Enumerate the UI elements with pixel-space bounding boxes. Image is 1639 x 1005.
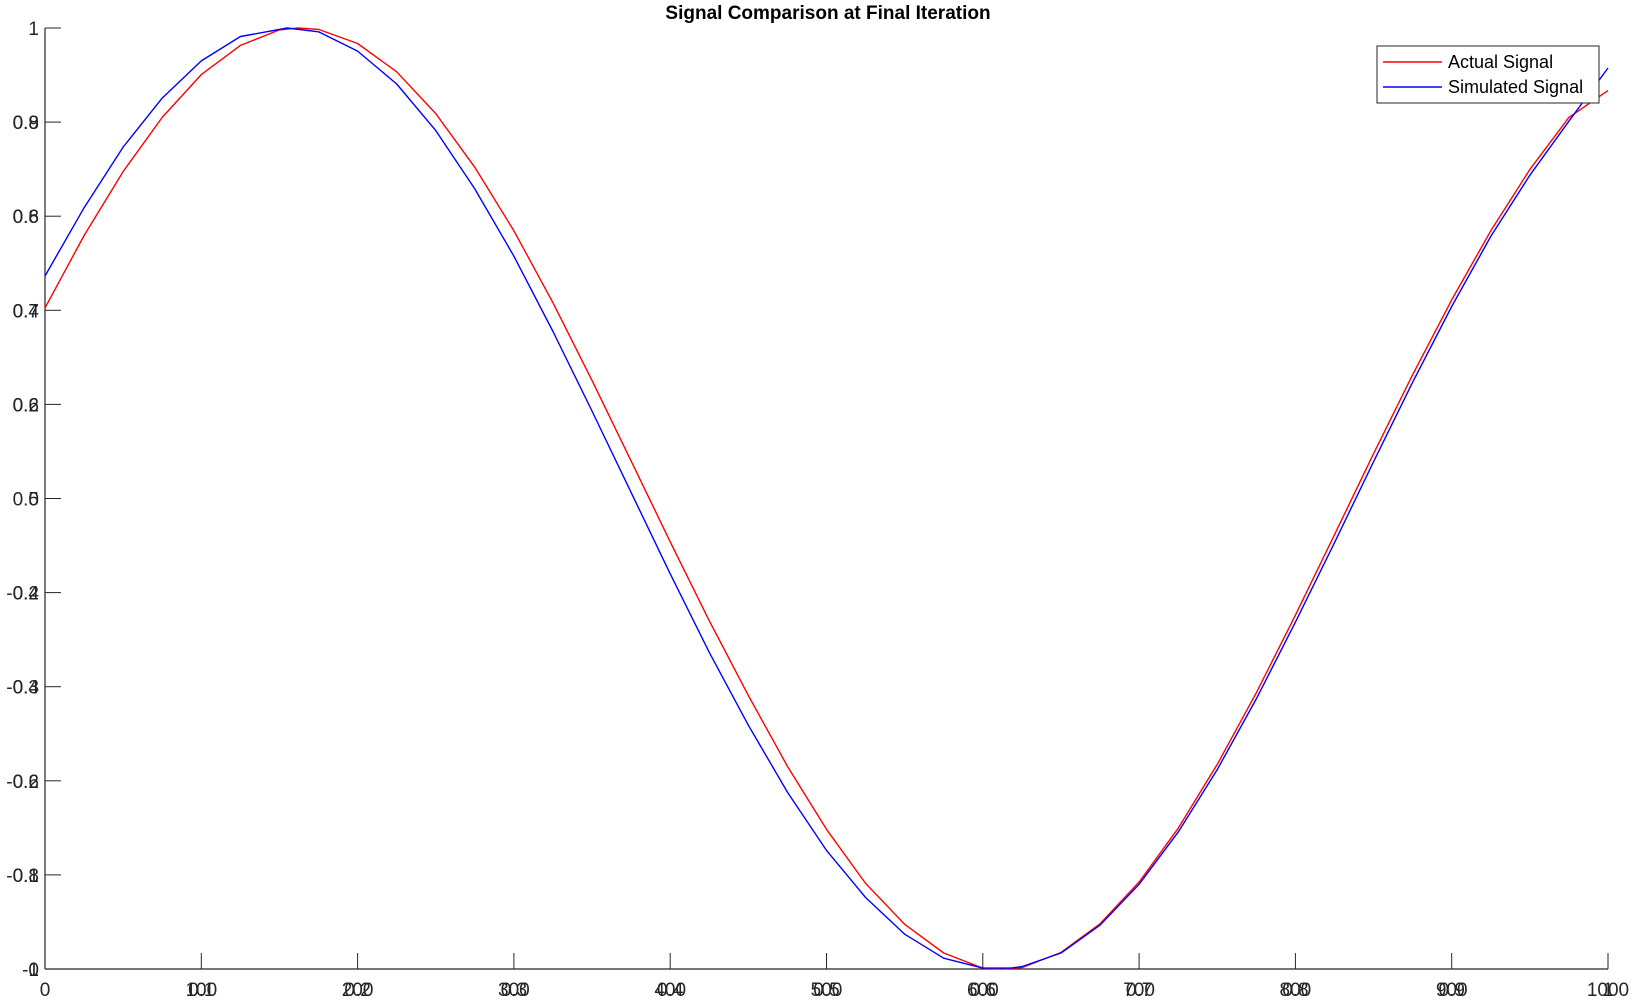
y-tick-label: 0.9 [13, 113, 39, 134]
y-tick-label: 0 [28, 490, 39, 511]
y-tick-label: 0 [28, 960, 39, 981]
x-tick-label: 1 [1603, 980, 1614, 1000]
x-tick-label: 300 [498, 980, 530, 1000]
x-tick-label: 0.1 [188, 980, 214, 1000]
legend: Actual Signal Simulated Signal [1376, 45, 1600, 104]
y-tick-label: -1 [22, 960, 39, 981]
x-tick-label: 1000 [1587, 980, 1629, 1000]
legend-label-simulated-signal: Simulated Signal [1448, 77, 1583, 97]
x-tick-label: 100 [185, 980, 217, 1000]
y-tick-label: 0.5 [13, 490, 39, 511]
chart-title: Signal Comparison at Final Iteration [665, 3, 990, 24]
x-tick-label: 0.9 [1438, 980, 1464, 1000]
x-tick-label: 0.6 [970, 980, 996, 1000]
x-tick-label: 700 [1123, 980, 1155, 1000]
y-tick-label: 0.7 [13, 301, 39, 322]
y-tick-label: -0.6 [6, 772, 39, 793]
y-tick-label: 0.1 [13, 866, 39, 887]
plot-area [44, 27, 1609, 970]
x-tick-label: 0.4 [657, 980, 684, 1000]
y-tick-label: 0.4 [13, 584, 40, 605]
x-tick-label: 600 [967, 980, 999, 1000]
x-tick-label: 0.5 [813, 980, 839, 1000]
series-line-simulated-signal [44, 27, 1609, 969]
series-line-actual-signal [44, 27, 1609, 970]
y-tick-label: 0.2 [13, 772, 39, 793]
legend-box [1376, 45, 1600, 104]
y-tick-label: 0.8 [13, 113, 39, 134]
y-tick-label: 0.8 [13, 207, 39, 228]
y-tick-label: 0.3 [13, 678, 39, 699]
y-tick-label: 0.4 [13, 301, 40, 322]
x-tick-label: 0.7 [1126, 980, 1152, 1000]
x-tick-label: 200 [342, 980, 374, 1000]
y-tick-label: 0.6 [13, 395, 39, 416]
x-tick-label: 500 [811, 980, 843, 1000]
y-tick-label: 0.2 [13, 395, 39, 416]
x-tick-label: 400 [654, 980, 686, 1000]
y-tick-label: 1 [28, 19, 39, 40]
y-tick-label: 0.6 [13, 207, 39, 228]
x-tick-label: 900 [1436, 980, 1468, 1000]
y-tick-label: -0.2 [6, 584, 39, 605]
y-tick-label: -0.4 [6, 678, 39, 699]
legend-label-actual-signal: Actual Signal [1448, 52, 1553, 72]
x-tick-label: 800 [1280, 980, 1312, 1000]
y-tick-label: -0.8 [6, 866, 39, 887]
x-tick-label: 0 [40, 980, 51, 1000]
x-tick-label: 0.8 [1282, 980, 1308, 1000]
x-tick-label: 0.2 [344, 980, 370, 1000]
x-tick-label: 0.3 [501, 980, 527, 1000]
